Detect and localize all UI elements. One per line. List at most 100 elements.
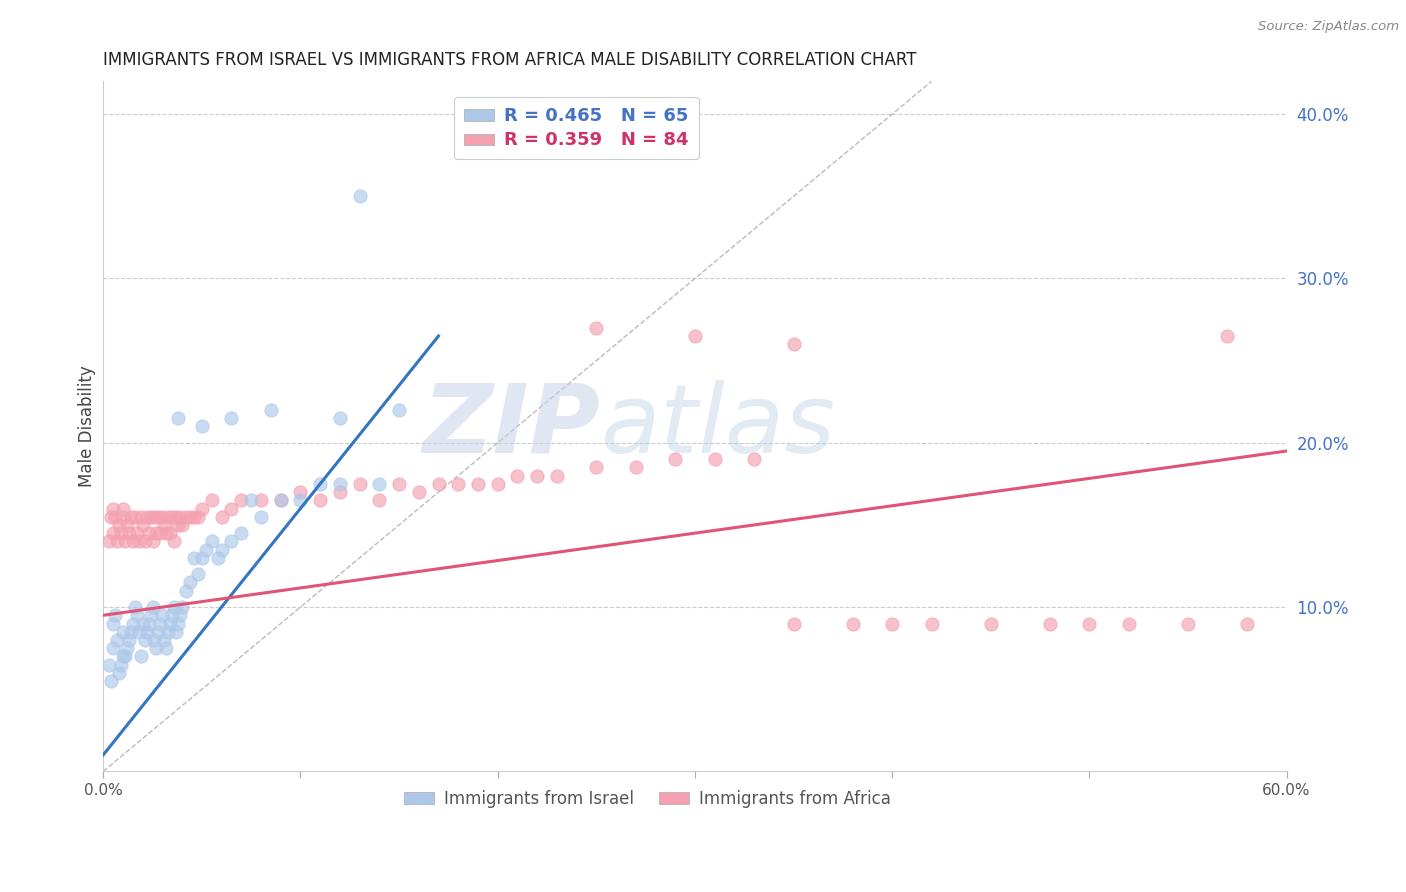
Point — [526, 468, 548, 483]
Point — [120, 624, 142, 639]
Point — [148, 624, 170, 639]
Point — [129, 649, 152, 664]
Point — [169, 608, 191, 623]
Point — [447, 476, 470, 491]
Point — [179, 509, 201, 524]
Point — [124, 509, 146, 524]
Point — [309, 476, 332, 491]
Point — [172, 600, 194, 615]
Point — [111, 624, 134, 639]
Point — [742, 452, 765, 467]
Point — [131, 517, 153, 532]
Point — [329, 476, 352, 491]
Point — [221, 411, 243, 425]
Point — [703, 452, 725, 467]
Point — [201, 534, 224, 549]
Point — [125, 608, 148, 623]
Point — [104, 509, 127, 524]
Point — [211, 509, 233, 524]
Point — [155, 641, 177, 656]
Point — [162, 509, 184, 524]
Point — [159, 526, 181, 541]
Point — [134, 632, 156, 647]
Point — [221, 534, 243, 549]
Point — [111, 501, 134, 516]
Point — [221, 501, 243, 516]
Point — [172, 517, 194, 532]
Point — [138, 526, 160, 541]
Point — [664, 452, 686, 467]
Point — [506, 468, 529, 483]
Point — [368, 476, 391, 491]
Point — [467, 476, 489, 491]
Point — [349, 189, 371, 203]
Point — [124, 600, 146, 615]
Point — [231, 526, 253, 541]
Point — [118, 632, 141, 647]
Point — [165, 509, 187, 524]
Point — [1177, 616, 1199, 631]
Point — [115, 641, 138, 656]
Point — [150, 608, 173, 623]
Point — [134, 534, 156, 549]
Point — [546, 468, 568, 483]
Text: Source: ZipAtlas.com: Source: ZipAtlas.com — [1258, 20, 1399, 33]
Point — [1118, 616, 1140, 631]
Point — [290, 493, 312, 508]
Point — [110, 526, 132, 541]
Point — [329, 411, 352, 425]
Point — [211, 542, 233, 557]
Point — [240, 493, 263, 508]
Text: IMMIGRANTS FROM ISRAEL VS IMMIGRANTS FROM AFRICA MALE DISABILITY CORRELATION CHA: IMMIGRANTS FROM ISRAEL VS IMMIGRANTS FRO… — [103, 51, 917, 69]
Point — [683, 329, 706, 343]
Text: atlas: atlas — [600, 380, 835, 473]
Point — [108, 517, 131, 532]
Point — [841, 616, 863, 631]
Point — [191, 550, 214, 565]
Point — [882, 616, 904, 631]
Point — [368, 493, 391, 508]
Point — [129, 509, 152, 524]
Point — [105, 632, 128, 647]
Point — [349, 476, 371, 491]
Point — [148, 509, 170, 524]
Point — [145, 641, 167, 656]
Point — [585, 320, 607, 334]
Point — [427, 476, 450, 491]
Point — [115, 517, 138, 532]
Legend: Immigrants from Israel, Immigrants from Africa: Immigrants from Israel, Immigrants from … — [398, 783, 897, 814]
Point — [309, 493, 332, 508]
Point — [120, 509, 142, 524]
Point — [155, 526, 177, 541]
Point — [174, 509, 197, 524]
Point — [153, 517, 176, 532]
Point — [980, 616, 1002, 631]
Point — [388, 403, 411, 417]
Point — [408, 485, 430, 500]
Point — [131, 616, 153, 631]
Point — [169, 509, 191, 524]
Point — [260, 403, 283, 417]
Point — [128, 624, 150, 639]
Point — [118, 526, 141, 541]
Point — [101, 501, 124, 516]
Point — [191, 419, 214, 434]
Point — [128, 534, 150, 549]
Point — [388, 476, 411, 491]
Point — [194, 542, 217, 557]
Point — [179, 575, 201, 590]
Point — [187, 567, 209, 582]
Point — [153, 632, 176, 647]
Point — [101, 616, 124, 631]
Point — [163, 534, 186, 549]
Point — [191, 501, 214, 516]
Point — [157, 624, 180, 639]
Point — [207, 550, 229, 565]
Point — [110, 657, 132, 672]
Point — [782, 337, 804, 351]
Point — [174, 583, 197, 598]
Point — [143, 632, 166, 647]
Point — [98, 657, 121, 672]
Point — [121, 534, 143, 549]
Point — [98, 534, 121, 549]
